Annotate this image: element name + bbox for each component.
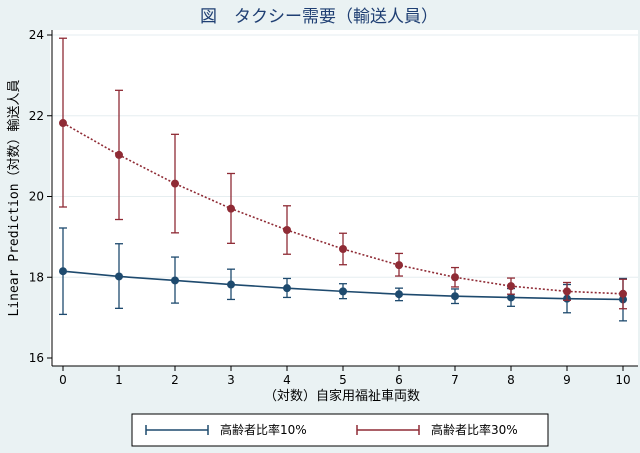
y-tick-label: 24 — [29, 28, 44, 42]
x-tick-label: 3 — [227, 373, 235, 387]
chart-title: 図 タクシー需要（輸送人員） — [200, 7, 438, 27]
plot-area — [50, 30, 638, 366]
y-tick-label: 18 — [29, 270, 44, 284]
legend: 高齢者比率10% 高齢者比率30% — [145, 422, 518, 437]
x-tick-label: 8 — [507, 373, 515, 387]
data-point — [507, 282, 515, 291]
data-point — [339, 287, 347, 296]
data-point — [283, 226, 291, 235]
legend-label: 高齢者比率30% — [431, 422, 518, 437]
x-tick-label: 0 — [59, 373, 67, 387]
x-tick-label: 9 — [563, 373, 571, 387]
y-tick-label: 16 — [29, 351, 44, 365]
data-point — [227, 204, 235, 213]
data-point — [395, 261, 403, 270]
data-point — [507, 293, 515, 302]
data-point — [171, 276, 179, 285]
x-tick-label: 1 — [115, 373, 123, 387]
data-point — [59, 267, 67, 276]
data-point — [59, 119, 67, 128]
data-point — [395, 290, 403, 299]
data-point — [563, 287, 571, 296]
x-tick-label: 2 — [171, 373, 179, 387]
x-tick-label: 4 — [283, 373, 291, 387]
data-point — [115, 272, 123, 281]
x-tick-label: 6 — [395, 373, 403, 387]
data-point — [283, 284, 291, 293]
x-tick-label: 5 — [339, 373, 347, 387]
data-point — [451, 292, 459, 301]
data-point — [451, 273, 459, 282]
series — [59, 37, 627, 310]
gridlines — [50, 34, 638, 278]
data-point — [227, 280, 235, 289]
data-point — [171, 179, 179, 188]
y-tick-label: 20 — [29, 190, 44, 204]
x-tick-label: 10 — [615, 373, 630, 387]
x-axis-title: （対数）自家用福祉車両数 — [264, 388, 420, 404]
data-point — [115, 150, 123, 159]
tick-labels: 16 18 20 22 24 0 1 2 3 4 5 6 7 8 9 10 — [29, 28, 631, 387]
y-axis-title: Linear Prediction（対数）輸送人員 — [7, 79, 22, 316]
axes — [47, 30, 638, 371]
x-tick-label: 7 — [451, 373, 459, 387]
data-point — [339, 244, 347, 253]
legend-label: 高齢者比率10% — [220, 422, 307, 437]
data-point — [619, 289, 627, 298]
series-group — [59, 37, 627, 322]
y-tick-label: 22 — [29, 109, 44, 123]
